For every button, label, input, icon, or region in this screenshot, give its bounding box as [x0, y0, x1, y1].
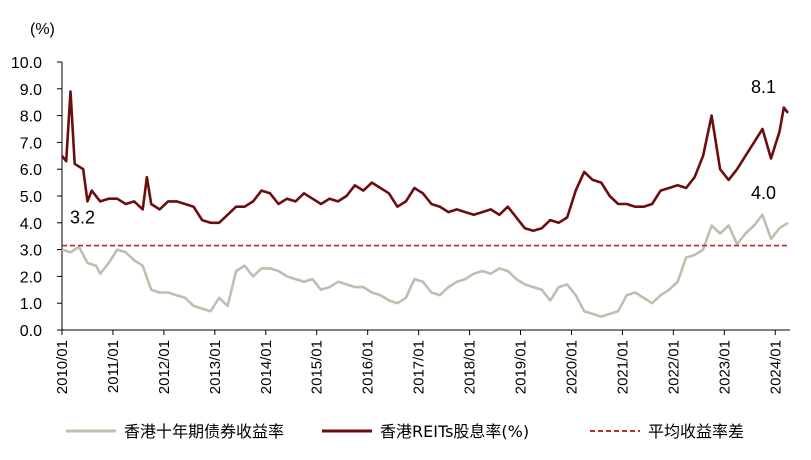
- x-tick-label: 2013/01: [207, 340, 224, 394]
- legend-label-reits: 香港REITs股息率(%): [380, 422, 529, 441]
- y-tick-label: 1.0: [20, 296, 42, 313]
- legend: 香港十年期债券收益率 香港REITs股息率(%) 平均收益率差: [66, 422, 744, 441]
- y-tick-label: 8.0: [20, 109, 42, 126]
- legend-label-spread: 平均收益率差: [648, 422, 744, 441]
- x-tick-label: 2021/01: [614, 340, 631, 394]
- x-tick-label: 2023/01: [716, 340, 733, 394]
- y-tick-label: 3.0: [20, 243, 42, 260]
- y-axis-ticks: 0.0 1.0 2.0 3.0 4.0 5.0 6.0 7.0 8.0 9.0 10.0: [11, 55, 62, 340]
- bond-yield-line: [61, 213, 789, 318]
- y-tick-label: 7.0: [20, 135, 42, 152]
- y-tick-label: 6.0: [20, 162, 42, 179]
- y-tick-label: 2.0: [20, 269, 42, 286]
- x-tick-label: 2020/01: [563, 340, 580, 394]
- x-tick-label: 2011/01: [105, 340, 122, 393]
- y-tick-label: 10.0: [11, 55, 42, 72]
- x-tick-label: 2012/01: [156, 340, 173, 394]
- annotation-label: 3.2: [70, 208, 95, 228]
- x-tick-label: 2016/01: [360, 340, 377, 394]
- annotations: 3.2 8.1 4.0: [70, 77, 776, 228]
- x-axis-ticks: 2010/01 2011/01 2012/01 2013/01 2014/01 2015/…: [54, 330, 784, 394]
- x-tick-label: 2017/01: [411, 340, 428, 394]
- y-tick-label: 5.0: [20, 189, 42, 206]
- y-tick-label: 9.0: [20, 82, 42, 99]
- series-layer: [60, 90, 790, 318]
- y-tick-label: 4.0: [20, 216, 42, 233]
- x-tick-label: 2014/01: [258, 340, 275, 394]
- reits-dividend-yield-line: [60, 90, 790, 233]
- y-tick-label: 0.0: [20, 323, 42, 340]
- x-tick-label: 2022/01: [665, 340, 682, 394]
- unit-label: (%): [30, 21, 55, 38]
- x-tick-label: 2024/01: [767, 340, 784, 394]
- x-tick-label: 2019/01: [513, 340, 530, 394]
- x-tick-label: 2015/01: [309, 340, 326, 394]
- annotation-label: 8.1: [751, 77, 776, 97]
- legend-label-bond: 香港十年期债券收益率: [124, 422, 284, 441]
- x-tick-label: 2010/01: [54, 340, 71, 394]
- annotation-label: 4.0: [751, 183, 776, 203]
- x-tick-label: 2018/01: [462, 340, 479, 394]
